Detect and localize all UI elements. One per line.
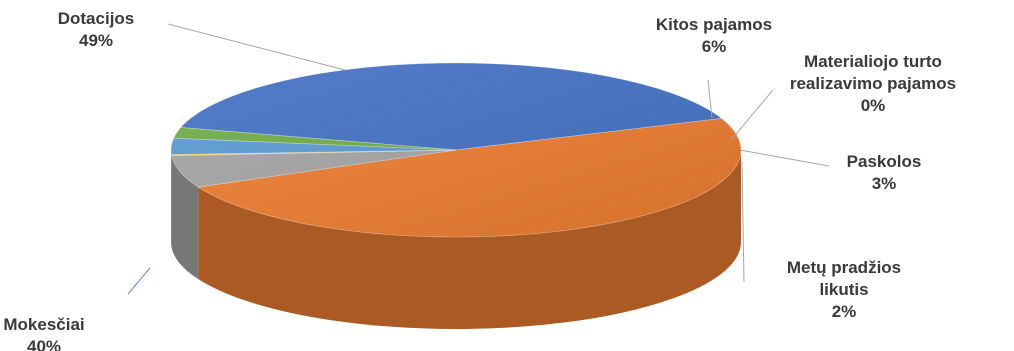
data-label-2-line-0: Kitos pajamos [656,15,772,34]
data-label-0-line-0: Mokesčiai [3,315,84,334]
leader-line-0 [127,267,151,295]
pie-slice-side-2 [171,155,199,280]
data-label-5-line-0: Metų pradžios [787,258,901,277]
leader-line-5 [741,161,745,283]
data-label-2-line-1: 6% [702,37,727,56]
data-label-5-line-1: likutis [819,280,868,299]
leader-line-4 [739,149,830,167]
data-label-4: Paskolos 3% [847,152,922,193]
data-label-3-line-1: realizavimo pajamos [790,74,956,93]
data-label-0-line-1: 40% [27,337,61,351]
data-label-5-line-2: 2% [832,302,857,321]
leader-line-2 [707,79,713,119]
data-label-1-line-1: 49% [79,31,113,50]
data-label-5: Metų pradžios likutis 2% [787,258,901,321]
data-label-3-line-2: 0% [861,96,886,115]
pie-top-sheen [171,63,741,237]
data-label-2: Kitos pajamos 6% [656,15,772,56]
data-label-0: Mokesčiai 40% [3,315,84,351]
data-label-1-line-0: Dotacijos [58,9,135,28]
data-label-1: Dotacijos 49% [58,9,135,50]
data-label-3-line-0: Materialiojo turto [804,52,942,71]
data-label-4-line-0: Paskolos [847,152,922,171]
leader-line-1 [167,23,346,71]
data-label-3: Materialiojo turto realizavimo pajamos 0% [790,52,956,115]
data-label-4-line-1: 3% [872,174,897,193]
pie-slice-side-1 [198,150,741,330]
leader-line-3 [730,89,774,141]
